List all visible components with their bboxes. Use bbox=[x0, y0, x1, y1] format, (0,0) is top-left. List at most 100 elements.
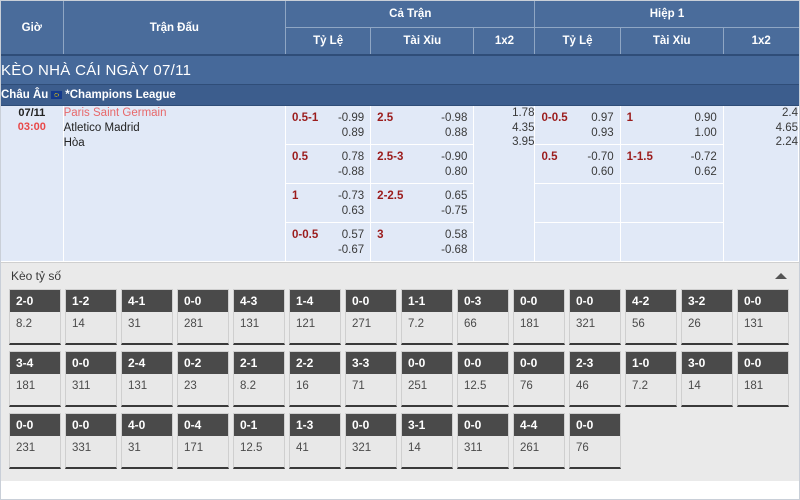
home-team-name[interactable]: Paris Saint Germain bbox=[63, 107, 167, 119]
odd-value-away[interactable]: -0.88 bbox=[337, 165, 365, 178]
score-bet-item[interactable]: 2-1 8.2 bbox=[233, 351, 285, 407]
odd-value-home[interactable]: -0.73 bbox=[337, 190, 365, 202]
fm-overunder-cell-4[interactable]: 3 0.58 -0.68 bbox=[370, 222, 475, 262]
odd-value-over[interactable]: 0.65 bbox=[444, 190, 468, 202]
odd-value-home[interactable]: 0.78 bbox=[341, 151, 365, 163]
score-bet-item[interactable]: 2-4 131 bbox=[121, 351, 173, 407]
score-bet-item[interactable]: 4-1 31 bbox=[121, 289, 173, 345]
table-row[interactable]: 07/11 03:00 Paris Saint Germain Atletico… bbox=[1, 105, 800, 262]
score-bet-item[interactable]: 0-0 12.5 bbox=[457, 351, 509, 407]
score-odds: 181 bbox=[744, 380, 764, 392]
score-bet-item[interactable]: 3-2 26 bbox=[681, 289, 733, 345]
score-bet-item[interactable]: 4-3 131 bbox=[233, 289, 285, 345]
odd-1x2-home[interactable]: 2.4 bbox=[782, 107, 798, 119]
odd-value-away[interactable]: 0.63 bbox=[341, 204, 365, 217]
fm-handicap-cell-2[interactable]: 0.5 0.78 -0.88 bbox=[285, 144, 372, 184]
score-bet-item[interactable]: 0-0 321 bbox=[569, 289, 621, 345]
table-row[interactable]: 0.5 0.78 -0.88 2.5-3 -0.90 0.80 bbox=[1, 144, 799, 184]
odd-value-home[interactable]: -0.70 bbox=[587, 151, 614, 163]
fh-handicap-cell-1[interactable]: 0-0.5 0.97 0.93 bbox=[534, 105, 621, 145]
score-bet-item[interactable]: 1-0 7.2 bbox=[625, 351, 677, 407]
score-bet-item[interactable]: 1-3 41 bbox=[289, 413, 341, 469]
fm-1x2-cell[interactable]: 1.78 4.35 3.95 bbox=[473, 105, 536, 262]
odd-value-away[interactable]: 0.89 bbox=[341, 126, 365, 139]
score-bet-item[interactable]: 3-3 71 bbox=[345, 351, 397, 407]
odd-value-under[interactable]: 1.00 bbox=[694, 126, 717, 139]
league-header[interactable]: Châu Âu *Champions League bbox=[1, 84, 799, 106]
away-team-name[interactable]: Atletico Madrid bbox=[63, 122, 140, 134]
table-row[interactable]: 0-0.5 0.57 -0.67 3 0.58 -0.68 bbox=[1, 222, 799, 262]
score-bet-item[interactable]: 0-0 131 bbox=[737, 289, 789, 345]
score-bet-item[interactable]: 3-0 14 bbox=[681, 351, 733, 407]
odd-value-home[interactable]: -0.99 bbox=[337, 112, 365, 124]
odd-1x2-away[interactable]: 3.95 bbox=[512, 136, 535, 148]
fm-overunder-cell-2[interactable]: 2.5-3 -0.90 0.80 bbox=[370, 144, 475, 184]
odd-value-under[interactable]: -0.75 bbox=[441, 204, 468, 217]
odd-1x2-away[interactable]: 2.24 bbox=[775, 136, 798, 148]
score-bet-item[interactable]: 0-0 281 bbox=[177, 289, 229, 345]
table-row[interactable]: 1 -0.73 0.63 2-2.5 0.65 -0.75 bbox=[1, 183, 799, 223]
fm-handicap-cell-3[interactable]: 1 -0.73 0.63 bbox=[285, 183, 372, 223]
score-bet-item[interactable]: 0-0 76 bbox=[513, 351, 565, 407]
score-bet-item[interactable]: 2-3 46 bbox=[569, 351, 621, 407]
score-bet-item[interactable]: 0-0 311 bbox=[457, 413, 509, 469]
odd-value-under[interactable]: -0.68 bbox=[441, 243, 468, 256]
score-bet-item[interactable]: 0-0 321 bbox=[345, 413, 397, 469]
score-bet-item[interactable]: 0-0 331 bbox=[65, 413, 117, 469]
score-bet-item[interactable]: 0-1 12.5 bbox=[233, 413, 285, 469]
fh-overunder-cell-1[interactable]: 1 0.90 1.00 bbox=[620, 105, 724, 145]
odd-value-over[interactable]: -0.90 bbox=[441, 151, 468, 163]
score-bet-item[interactable]: 0-0 251 bbox=[401, 351, 453, 407]
league-row[interactable]: Châu Âu *Champions League bbox=[1, 84, 799, 106]
odd-value-away[interactable]: 0.60 bbox=[591, 165, 614, 178]
fm-handicap-cell-1[interactable]: 0.5-1 -0.99 0.89 bbox=[285, 105, 372, 145]
score-odds: 46 bbox=[576, 380, 589, 392]
odd-1x2-draw[interactable]: 4.35 bbox=[512, 121, 535, 134]
odd-value-home[interactable]: 0.97 bbox=[591, 112, 614, 124]
fh-overunder-cell-2[interactable]: 1-1.5 -0.72 0.62 bbox=[620, 144, 724, 184]
fh-handicap-cell-2[interactable]: 0.5 -0.70 0.60 bbox=[534, 144, 621, 184]
score-bet-item[interactable]: 4-4 261 bbox=[513, 413, 565, 469]
fm-overunder-cell-1[interactable]: 2.5 -0.98 0.88 bbox=[370, 105, 475, 145]
triangle-up-icon[interactable] bbox=[775, 273, 787, 279]
score-bet-item[interactable]: 4-2 56 bbox=[625, 289, 677, 345]
fm-handicap-cell-4[interactable]: 0-0.5 0.57 -0.67 bbox=[285, 222, 372, 262]
score-bet-item[interactable]: 0-0 181 bbox=[513, 289, 565, 345]
odd-value-under[interactable]: 0.80 bbox=[444, 165, 468, 178]
odd-value-under[interactable]: 0.62 bbox=[694, 165, 717, 178]
score-bet-item[interactable]: 1-1 7.2 bbox=[401, 289, 453, 345]
score-panel-header[interactable]: Kèo tỷ số bbox=[1, 263, 799, 289]
score-bet-item[interactable]: 3-1 14 bbox=[401, 413, 453, 469]
odd-1x2-home[interactable]: 1.78 bbox=[512, 107, 535, 119]
odd-1x2-draw[interactable]: 4.65 bbox=[775, 121, 798, 134]
odd-value-away[interactable]: -0.67 bbox=[337, 243, 365, 256]
odd-value-over[interactable]: -0.72 bbox=[690, 151, 717, 163]
odd-value-away[interactable]: 0.93 bbox=[591, 126, 614, 139]
score-odds: 76 bbox=[520, 380, 533, 392]
score-bet-item[interactable]: 0-0 271 bbox=[345, 289, 397, 345]
league-name[interactable]: *Champions League bbox=[65, 89, 176, 101]
score-label: 0-0 bbox=[514, 290, 564, 312]
fh-1x2-cell[interactable]: 2.4 4.65 2.24 bbox=[723, 105, 800, 262]
score-bet-item[interactable]: 2-2 16 bbox=[289, 351, 341, 407]
fm-overunder-cell-3[interactable]: 2-2.5 0.65 -0.75 bbox=[370, 183, 475, 223]
score-bet-item[interactable]: 0-0 181 bbox=[737, 351, 789, 407]
odd-value-over[interactable]: 0.90 bbox=[694, 112, 717, 124]
score-bet-item[interactable]: 0-0 231 bbox=[9, 413, 61, 469]
odd-value-under[interactable]: 0.88 bbox=[444, 126, 468, 139]
odd-value-over[interactable]: -0.98 bbox=[441, 112, 468, 124]
score-bet-item[interactable]: 3-4 181 bbox=[9, 351, 61, 407]
score-bet-item[interactable]: 2-0 8.2 bbox=[9, 289, 61, 345]
score-bet-item[interactable]: 0-0 76 bbox=[569, 413, 621, 469]
overunder-line: 2.5-3 bbox=[377, 151, 404, 163]
score-bet-item[interactable]: 4-0 31 bbox=[121, 413, 173, 469]
score-label: 0-0 bbox=[570, 290, 620, 312]
odd-value-over[interactable]: 0.58 bbox=[444, 229, 468, 241]
score-bet-item[interactable]: 1-4 121 bbox=[289, 289, 341, 345]
score-bet-item[interactable]: 0-0 311 bbox=[65, 351, 117, 407]
score-bet-item[interactable]: 0-4 171 bbox=[177, 413, 229, 469]
odd-value-home[interactable]: 0.57 bbox=[341, 229, 365, 241]
score-bet-item[interactable]: 1-2 14 bbox=[65, 289, 117, 345]
score-bet-item[interactable]: 0-2 23 bbox=[177, 351, 229, 407]
score-bet-item[interactable]: 0-3 66 bbox=[457, 289, 509, 345]
